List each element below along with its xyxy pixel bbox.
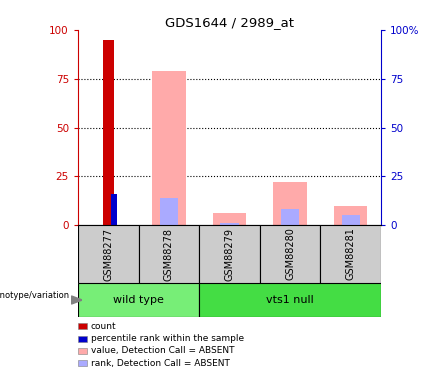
Bar [260, 225, 320, 283]
Bar [199, 225, 260, 283]
Text: percentile rank within the sample: percentile rank within the sample [91, 334, 244, 343]
Bar [152, 71, 185, 225]
Text: rank, Detection Call = ABSENT: rank, Detection Call = ABSENT [91, 359, 230, 368]
Bar [139, 225, 199, 283]
Text: genotype/variation: genotype/variation [0, 291, 69, 300]
Bar [78, 225, 139, 283]
Text: GSM88279: GSM88279 [224, 228, 235, 280]
Bar [220, 223, 239, 225]
Bar [342, 215, 360, 225]
Bar [199, 283, 381, 317]
Text: count: count [91, 322, 116, 331]
Bar [160, 198, 178, 225]
Polygon shape [71, 296, 82, 304]
Title: GDS1644 / 2989_at: GDS1644 / 2989_at [165, 16, 294, 29]
Text: vts1 null: vts1 null [266, 295, 314, 305]
Bar [213, 213, 246, 225]
Text: GSM88278: GSM88278 [164, 228, 174, 280]
Bar [274, 182, 307, 225]
Text: GSM88277: GSM88277 [103, 228, 113, 280]
Text: wild type: wild type [113, 295, 164, 305]
Bar [78, 283, 199, 317]
Bar [320, 225, 381, 283]
Bar [281, 209, 299, 225]
Text: value, Detection Call = ABSENT: value, Detection Call = ABSENT [91, 346, 234, 355]
Bar [334, 206, 367, 225]
Text: GSM88280: GSM88280 [285, 228, 295, 280]
Bar [103, 40, 114, 225]
Text: GSM88281: GSM88281 [346, 228, 356, 280]
Bar [111, 194, 117, 225]
